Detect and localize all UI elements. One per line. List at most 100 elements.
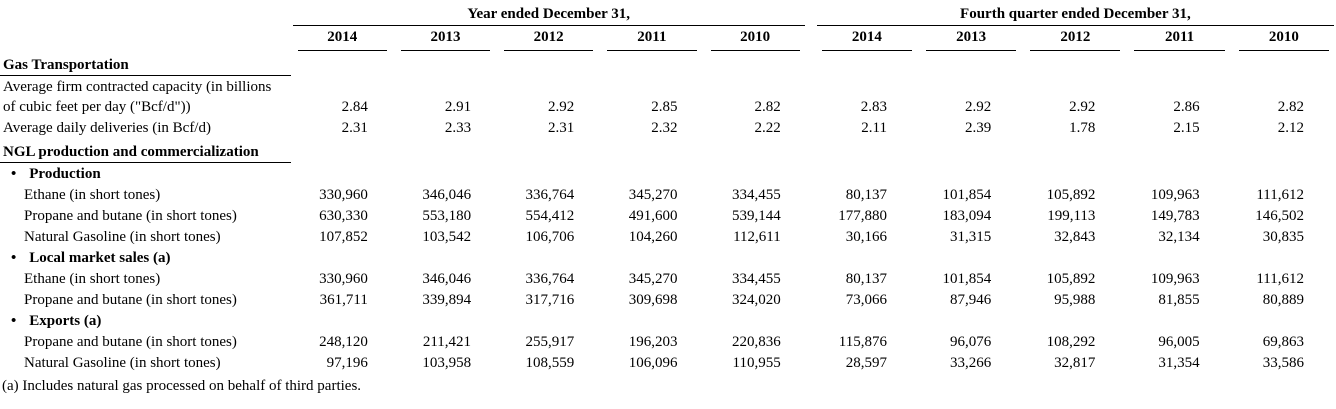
year-column-header-label: 2011: [607, 26, 697, 51]
data-row: Propane and butane (in short tones) 630,3…: [0, 205, 1336, 226]
row-label: Ethane (in short tones): [24, 187, 161, 203]
cell-value-year: 2.31: [548, 120, 575, 136]
cell-value-year: 2.85: [651, 99, 678, 115]
cell-value-year: 220,836: [732, 334, 781, 350]
cell-value-year: 336,764: [525, 271, 575, 287]
cell-value-year: 361,711: [319, 292, 368, 308]
cell-value-year: 248,120: [319, 334, 368, 350]
year-column-header: 2014: [291, 26, 394, 51]
section-row-label: NGL production and commercialization: [0, 138, 291, 163]
group-gap-cell: [807, 289, 815, 310]
cell-value-quarter: 183,094: [942, 208, 992, 224]
group-header-row: Year ended December 31, Fourth quarter e…: [0, 4, 1336, 26]
bullet-icon: •: [11, 250, 17, 266]
cell-value-quarter: 2.83: [860, 99, 887, 115]
cell-value-quarter: 177,880: [838, 208, 887, 224]
cell-value-year: 110,955: [732, 355, 781, 371]
cell-value-quarter: 108,292: [1046, 334, 1096, 350]
cell-value-year: 112,611: [733, 229, 781, 245]
cell-value-year: 107,852: [319, 229, 368, 245]
cell-value-year: 104,260: [628, 229, 678, 245]
group-gap-cell: [807, 117, 815, 138]
section-row-label: Gas Transportation: [0, 51, 291, 76]
cell-value-quarter: 69,863: [1262, 334, 1304, 350]
row-label: Ethane (in short tones): [24, 271, 161, 287]
cell-value-year: 255,917: [525, 334, 575, 350]
data-row: Ethane (in short tones) 330,960 346,046 336…: [0, 184, 1336, 205]
cell-value-year: 103,542: [422, 229, 472, 245]
cell-value-year: 108,559: [525, 355, 575, 371]
year-column-header: 2010: [704, 26, 807, 51]
year-column-header-label: 2014: [297, 26, 387, 51]
cell-value-year: 554,412: [525, 208, 575, 224]
year-column-header: 2011: [600, 26, 703, 51]
year-column-header: 2010: [1232, 26, 1336, 51]
cell-value-quarter: 30,166: [845, 229, 887, 245]
year-column-header: 2013: [919, 26, 1023, 51]
cell-value-year: 336,764: [525, 187, 575, 203]
year-column-header: 2012: [497, 26, 600, 51]
section-row: NGL production and commercialization: [0, 138, 1336, 163]
group-gap-cell: [807, 226, 815, 247]
cell-value-year: 539,144: [732, 208, 781, 224]
bullet-row: • Production: [0, 163, 1336, 185]
empty-cells: [291, 163, 1336, 185]
bullet-row: • Exports (a): [0, 310, 1336, 331]
cell-value-year: 339,894: [422, 292, 472, 308]
bullet-row-title: Production: [29, 166, 101, 182]
empty-cells: [291, 310, 1336, 331]
cell-value-year: 2.32: [651, 120, 678, 136]
group-gap-cell: [807, 184, 815, 205]
data-row: Propane and butane (in short tones) 248,1…: [0, 331, 1336, 352]
bullet-row: • Local market sales (a): [0, 247, 1336, 268]
bullet-icon: •: [11, 166, 17, 182]
year-column-header-label: 2012: [1030, 26, 1121, 51]
cell-value-quarter: 1.78: [1069, 120, 1096, 136]
year-column-header-label: 2011: [1134, 26, 1225, 51]
bullet-row-title: Exports (a): [29, 313, 102, 329]
cell-value-year: 345,270: [628, 187, 678, 203]
group-gap-cell: [807, 26, 815, 51]
cell-value-year: 196,203: [628, 334, 678, 350]
year-column-header-label: 2010: [710, 26, 800, 51]
row-label: Propane and butane (in short tones): [24, 292, 237, 308]
row-label: Natural Gasoline (in short tones): [24, 355, 221, 371]
cell-value-year: 330,960: [319, 271, 368, 287]
row-label: Propane and butane (in short tones): [24, 208, 237, 224]
cell-value-quarter: 2.92: [964, 99, 992, 115]
cell-value-year: 346,046: [422, 271, 472, 287]
empty-cells: [291, 247, 1336, 268]
cell-value-quarter: 105,892: [1046, 271, 1096, 287]
cell-value-quarter: 81,855: [1158, 292, 1200, 308]
cell-value-year: 334,455: [732, 271, 781, 287]
empty-cells: [291, 51, 1336, 76]
data-row: Natural Gasoline (in short tones) 107,852…: [0, 226, 1336, 247]
cell-value-year: 324,020: [732, 292, 781, 308]
group-gap-cell: [807, 205, 815, 226]
cell-value-quarter: 87,946: [949, 292, 992, 308]
cell-value-year: 2.22: [754, 120, 781, 136]
cell-value-year: 330,960: [319, 187, 368, 203]
cell-value-quarter: 101,854: [942, 271, 992, 287]
cell-value-quarter: 115,876: [838, 334, 887, 350]
cell-value-year: 2.91: [444, 99, 472, 115]
group-gap-cell: [807, 352, 815, 373]
cell-value-quarter: 105,892: [1046, 187, 1096, 203]
year-header-row: 2014 2013 2012 2011 2010 2014 2013 2012 2011 2010: [0, 26, 1336, 51]
cell-value-quarter: 80,137: [845, 187, 887, 203]
cell-value-quarter: 80,889: [1262, 292, 1304, 308]
bullet-row-title: Local market sales (a): [29, 250, 171, 266]
cell-value-quarter: 31,315: [949, 229, 992, 245]
row-label: Average firm contracted capacity (in bil…: [3, 79, 272, 115]
cell-value-quarter: 2.12: [1277, 120, 1304, 136]
corner-empty-cell: [0, 4, 291, 26]
row-label: Average daily deliveries (in Bcf/d): [3, 120, 211, 136]
cell-value-year: 334,455: [732, 187, 781, 203]
cell-value-quarter: 32,817: [1054, 355, 1096, 371]
group-gap-cell: [807, 331, 815, 352]
cell-value-year: 630,330: [319, 208, 368, 224]
row-label: Propane and butane (in short tones): [24, 334, 237, 350]
cell-value-quarter: 2.86: [1173, 99, 1200, 115]
cell-value-year: 345,270: [628, 271, 678, 287]
cell-value-year: 97,196: [326, 355, 368, 371]
